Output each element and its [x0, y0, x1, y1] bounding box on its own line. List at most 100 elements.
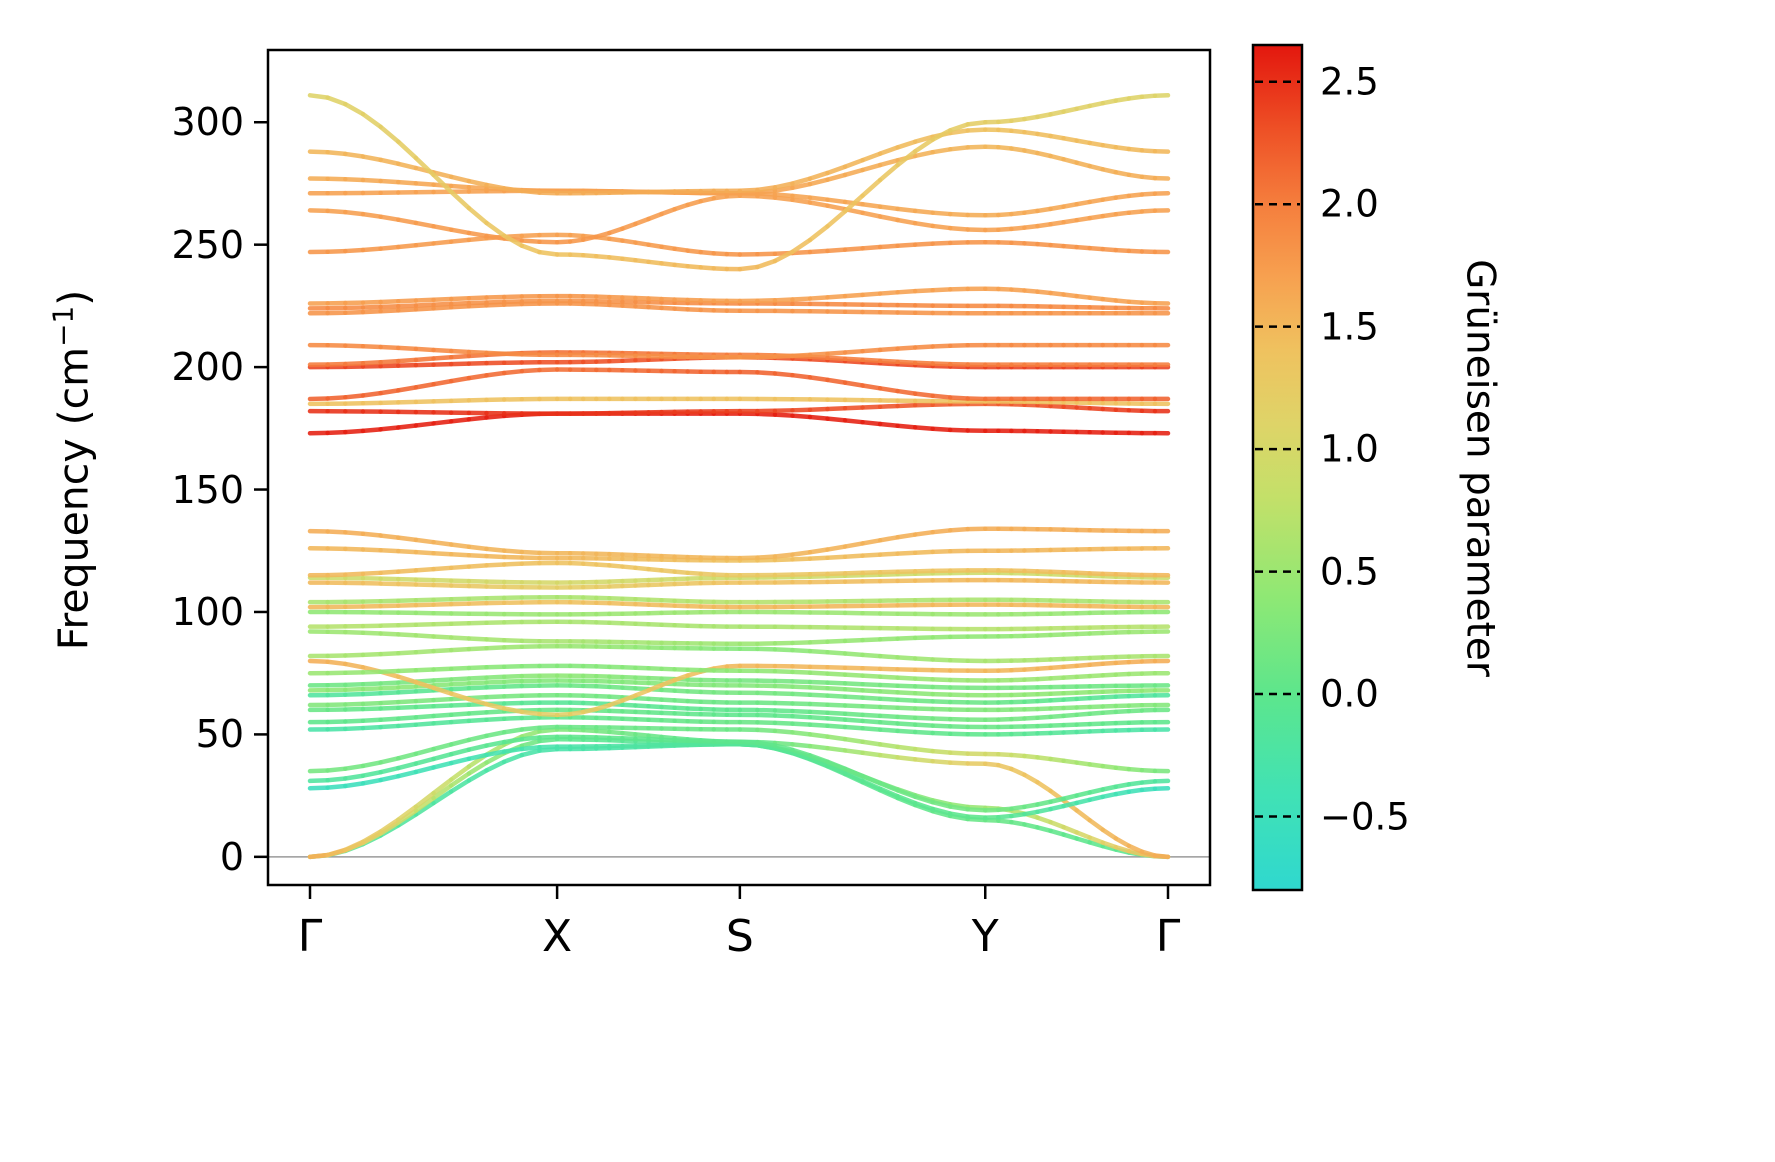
band-segment: [912, 800, 935, 812]
band-segment: [484, 182, 507, 191]
band-segment: [877, 290, 900, 296]
band-segment: [360, 390, 383, 398]
band-segment: [448, 564, 472, 571]
band-segment: [842, 672, 865, 678]
band-segment: [860, 291, 883, 298]
band-segment: [466, 675, 489, 681]
band-segment: [396, 357, 419, 364]
band-segment: [790, 721, 813, 727]
band-segment: [912, 208, 935, 215]
band-segment: [466, 544, 489, 552]
band-segment: [378, 765, 401, 775]
band-segment: [772, 746, 795, 756]
band-segment: [396, 812, 419, 828]
band-segment: [343, 691, 366, 697]
band-segment: [519, 748, 542, 758]
band-segment: [772, 708, 795, 714]
band-segment: [947, 122, 970, 133]
band-segment: [360, 700, 383, 707]
band-segment: [343, 393, 366, 400]
band-segment: [343, 763, 366, 771]
band-segment: [930, 210, 953, 217]
band-segment: [396, 632, 419, 638]
band-segment: [448, 348, 472, 355]
band-segment: [378, 344, 401, 351]
band-segment: [413, 155, 436, 178]
band-segment: [895, 721, 918, 727]
band-segment: [466, 680, 489, 686]
band-segment: [519, 709, 542, 717]
band-segment: [396, 217, 419, 226]
band-segment: [737, 187, 760, 194]
band-segment: [895, 744, 918, 752]
band-segment: [965, 816, 988, 823]
band-segment: [895, 635, 918, 641]
band-segment: [807, 200, 830, 208]
band-segment: [772, 185, 795, 193]
band-segment: [860, 419, 883, 427]
band-segment: [790, 193, 813, 200]
band-segment: [877, 727, 900, 734]
band-segment: [842, 405, 865, 411]
colorbar-gradient: [1253, 45, 1302, 890]
band-segment: [790, 352, 813, 359]
band-segment: [448, 542, 472, 550]
band-segment: [466, 665, 489, 671]
band-segment: [930, 393, 953, 400]
band-segment: [466, 710, 489, 716]
band-segment: [860, 695, 883, 701]
y-tick-label: 150: [171, 467, 244, 512]
band-segment: [396, 307, 419, 313]
band-segment: [947, 526, 970, 533]
band-segment: [912, 656, 935, 662]
band-segment: [360, 570, 383, 577]
band-segment: [378, 650, 401, 657]
band-segment: [537, 711, 560, 718]
band-segment: [842, 687, 865, 693]
band-segment: [860, 357, 883, 364]
band-segment: [448, 174, 472, 184]
band-segment: [772, 195, 795, 202]
band-segment: [842, 541, 865, 549]
band-segment: [448, 681, 472, 687]
band-segment: [825, 203, 848, 212]
band-segment: [501, 554, 525, 560]
band-segment: [378, 773, 401, 783]
band-segment: [772, 552, 795, 559]
band-segment: [413, 346, 436, 353]
band-segment: [343, 247, 366, 254]
band-segment: [790, 556, 813, 562]
band-segment: [860, 202, 883, 209]
band-segment: [860, 637, 883, 643]
band-segment: [396, 649, 419, 656]
band-segment: [484, 294, 507, 300]
band-segment: [790, 647, 813, 654]
band-segment: [466, 230, 489, 239]
band-segment: [1100, 827, 1119, 841]
band-segment: [413, 297, 436, 303]
band-segment: [466, 184, 489, 191]
band-segment: [755, 727, 778, 734]
band-segment: [790, 176, 813, 186]
band-segment: [343, 151, 366, 159]
band-segment: [466, 563, 489, 569]
y-axis-label: Frequency (cm−1): [47, 290, 98, 650]
band-segment: [413, 795, 436, 813]
band-segment: [947, 760, 970, 766]
band-segment: [396, 161, 419, 171]
band-segment: [790, 708, 813, 715]
band-segment: [947, 427, 970, 433]
band-segment: [895, 793, 918, 806]
band-segment: [912, 794, 935, 805]
band-segment: [772, 297, 795, 303]
band-segment: [396, 684, 419, 690]
band-segment: [343, 839, 366, 853]
band-segment: [860, 162, 883, 173]
band-segment: [895, 697, 918, 703]
band-segment: [996, 762, 1014, 772]
band-segment: [912, 425, 935, 431]
band-segment: [448, 237, 472, 244]
band-segment: [466, 717, 489, 724]
band-segment: [825, 638, 848, 644]
